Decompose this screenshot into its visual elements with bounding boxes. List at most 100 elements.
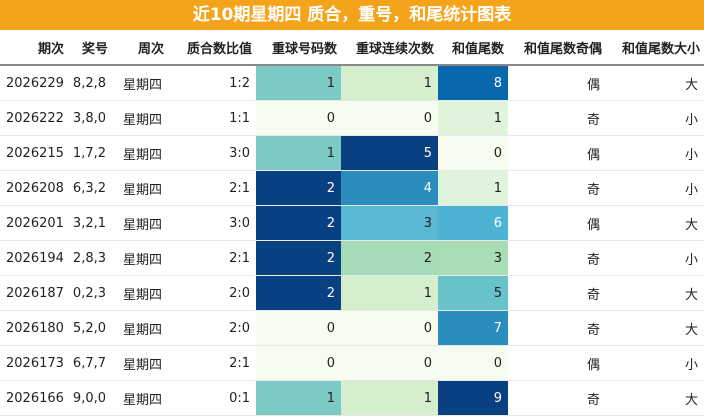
- cell-number: 6,7,7: [68, 345, 112, 381]
- cell-parity: 偶: [508, 345, 606, 381]
- header-size: 和值尾数大小: [606, 30, 704, 66]
- table-row: 2026229 8,2,8 星期四 1:2 1 1 8 偶大: [0, 65, 704, 101]
- table-row: 2026187 0,2,3 星期四 2:0 2 1 5 奇大: [0, 275, 704, 311]
- cell-consecutive: 1: [341, 65, 438, 101]
- cell-sum-tail: 6: [438, 205, 508, 241]
- header-row: 期次 奖号 周次 质合数比值 重球号码数 重球连续次数 和值尾数 和值尾数奇偶 …: [0, 30, 704, 66]
- cell-issue: 2026187: [0, 275, 68, 311]
- cell-parity: 偶: [508, 135, 606, 171]
- cell-repeat: 2: [256, 205, 341, 241]
- stats-table: 期次 奖号 周次 质合数比值 重球号码数 重球连续次数 和值尾数 和值尾数奇偶 …: [0, 30, 704, 416]
- table-row: 2026222 3,8,0 星期四 1:1 0 0 1 奇小: [0, 100, 704, 136]
- cell-ratio: 2:0: [168, 310, 256, 346]
- cell-issue: 2026201: [0, 205, 68, 241]
- cell-weekday: 星期四: [112, 240, 168, 276]
- cell-sum-tail: 3: [438, 240, 508, 276]
- cell-repeat: 0: [256, 310, 341, 346]
- table-row: 2026215 1,7,2 星期四 3:0 1 5 0 偶小: [0, 135, 704, 171]
- cell-weekday: 星期四: [112, 65, 168, 101]
- cell-issue: 2026222: [0, 100, 68, 136]
- cell-weekday: 星期四: [112, 205, 168, 241]
- cell-number: 1,7,2: [68, 135, 112, 171]
- table-row: 2026166 9,0,0 星期四 0:1 1 1 9 奇大: [0, 380, 704, 416]
- cell-issue: 2026194: [0, 240, 68, 276]
- cell-parity: 奇: [508, 380, 606, 416]
- cell-number: 0,2,3: [68, 275, 112, 311]
- cell-number: 6,3,2: [68, 170, 112, 206]
- cell-repeat: 0: [256, 345, 341, 381]
- cell-size: 小: [606, 170, 704, 206]
- cell-weekday: 星期四: [112, 170, 168, 206]
- cell-repeat: 1: [256, 65, 341, 101]
- cell-consecutive: 1: [341, 380, 438, 416]
- cell-size: 小: [606, 135, 704, 171]
- cell-consecutive: 3: [341, 205, 438, 241]
- cell-issue: 2026173: [0, 345, 68, 381]
- header-ratio: 质合数比值: [168, 30, 256, 66]
- cell-ratio: 2:1: [168, 170, 256, 206]
- cell-issue: 2026215: [0, 135, 68, 171]
- cell-size: 大: [606, 65, 704, 101]
- table-row: 2026201 3,2,1 星期四 3:0 2 3 6 偶大: [0, 205, 704, 241]
- cell-size: 大: [606, 310, 704, 346]
- cell-issue: 2026180: [0, 310, 68, 346]
- cell-sum-tail: 0: [438, 135, 508, 171]
- cell-size: 小: [606, 100, 704, 136]
- header-consecutive: 重球连续次数: [341, 30, 438, 66]
- cell-weekday: 星期四: [112, 100, 168, 136]
- cell-sum-tail: 9: [438, 380, 508, 416]
- cell-size: 大: [606, 380, 704, 416]
- cell-parity: 奇: [508, 240, 606, 276]
- cell-parity: 奇: [508, 170, 606, 206]
- cell-consecutive: 0: [341, 345, 438, 381]
- header-parity: 和值尾数奇偶: [508, 30, 606, 66]
- cell-consecutive: 0: [341, 100, 438, 136]
- cell-repeat: 2: [256, 275, 341, 311]
- chart-title: 近10期星期四 质合，重号，和尾统计图表: [0, 0, 704, 30]
- cell-sum-tail: 7: [438, 310, 508, 346]
- cell-repeat: 0: [256, 100, 341, 136]
- cell-consecutive: 1: [341, 275, 438, 311]
- header-issue: 期次: [0, 30, 68, 66]
- cell-repeat: 2: [256, 240, 341, 276]
- cell-repeat: 1: [256, 135, 341, 171]
- cell-issue: 2026208: [0, 170, 68, 206]
- cell-sum-tail: 5: [438, 275, 508, 311]
- cell-number: 9,0,0: [68, 380, 112, 416]
- cell-consecutive: 2: [341, 240, 438, 276]
- cell-ratio: 3:0: [168, 135, 256, 171]
- table-row: 2026194 2,8,3 星期四 2:1 2 2 3 奇小: [0, 240, 704, 276]
- cell-ratio: 1:1: [168, 100, 256, 136]
- header-sum-tail: 和值尾数: [438, 30, 508, 66]
- cell-issue: 2026229: [0, 65, 68, 101]
- cell-parity: 奇: [508, 310, 606, 346]
- cell-ratio: 0:1: [168, 380, 256, 416]
- cell-parity: 偶: [508, 205, 606, 241]
- cell-sum-tail: 1: [438, 100, 508, 136]
- cell-consecutive: 4: [341, 170, 438, 206]
- cell-repeat: 2: [256, 170, 341, 206]
- cell-ratio: 3:0: [168, 205, 256, 241]
- cell-size: 大: [606, 275, 704, 311]
- cell-ratio: 2:0: [168, 275, 256, 311]
- cell-weekday: 星期四: [112, 275, 168, 311]
- cell-repeat: 1: [256, 380, 341, 416]
- table-row: 2026180 5,2,0 星期四 2:0 0 0 7 奇大: [0, 310, 704, 346]
- cell-parity: 偶: [508, 65, 606, 101]
- cell-size: 小: [606, 240, 704, 276]
- cell-size: 小: [606, 345, 704, 381]
- table-row: 2026173 6,7,7 星期四 2:1 0 0 0 偶小: [0, 345, 704, 381]
- cell-weekday: 星期四: [112, 310, 168, 346]
- cell-ratio: 1:2: [168, 65, 256, 101]
- cell-sum-tail: 0: [438, 345, 508, 381]
- cell-number: 5,2,0: [68, 310, 112, 346]
- cell-sum-tail: 8: [438, 65, 508, 101]
- cell-number: 3,2,1: [68, 205, 112, 241]
- cell-number: 8,2,8: [68, 65, 112, 101]
- cell-size: 大: [606, 205, 704, 241]
- cell-parity: 奇: [508, 275, 606, 311]
- cell-issue: 2026166: [0, 380, 68, 416]
- cell-weekday: 星期四: [112, 345, 168, 381]
- cell-parity: 奇: [508, 100, 606, 136]
- cell-sum-tail: 1: [438, 170, 508, 206]
